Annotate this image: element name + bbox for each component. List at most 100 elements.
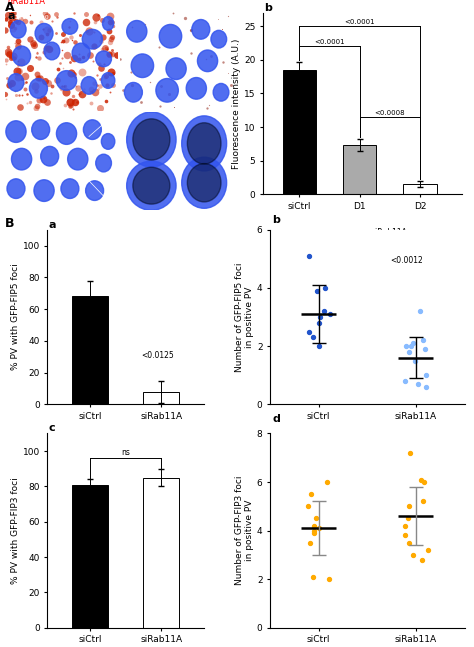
- Point: [417, 474, 425, 485]
- Ellipse shape: [133, 119, 170, 160]
- Ellipse shape: [10, 21, 26, 38]
- Y-axis label: Number of GFP-FIP5 foci
in positive PV: Number of GFP-FIP5 foci in positive PV: [235, 262, 254, 372]
- Point: [312, 513, 319, 523]
- Point: [309, 571, 317, 582]
- Ellipse shape: [101, 72, 115, 89]
- Point: [326, 309, 334, 319]
- Ellipse shape: [82, 29, 102, 49]
- Point: [407, 341, 415, 351]
- Text: b: b: [264, 3, 272, 13]
- Ellipse shape: [72, 43, 90, 63]
- Point: [424, 545, 431, 555]
- Ellipse shape: [7, 179, 25, 199]
- Point: [422, 344, 429, 355]
- Ellipse shape: [102, 17, 114, 30]
- Point: [414, 379, 422, 389]
- Ellipse shape: [34, 180, 54, 201]
- Ellipse shape: [182, 116, 227, 171]
- Ellipse shape: [29, 78, 47, 98]
- Text: <0.0008: <0.0008: [374, 109, 405, 116]
- Point: [401, 376, 409, 386]
- Text: <0.0001: <0.0001: [344, 19, 375, 25]
- Point: [310, 333, 317, 343]
- Ellipse shape: [127, 161, 176, 210]
- Ellipse shape: [62, 19, 78, 34]
- Ellipse shape: [6, 121, 26, 142]
- Point: [402, 341, 410, 351]
- Text: siRab11A: siRab11A: [372, 228, 408, 237]
- Bar: [343, 145, 376, 194]
- Point: [419, 496, 427, 507]
- Ellipse shape: [81, 76, 97, 94]
- Bar: [72, 485, 108, 628]
- Ellipse shape: [182, 157, 227, 208]
- Ellipse shape: [211, 30, 227, 48]
- Ellipse shape: [198, 50, 218, 72]
- Point: [423, 382, 430, 392]
- Bar: [72, 296, 108, 404]
- Bar: [143, 391, 179, 404]
- Ellipse shape: [213, 83, 229, 101]
- Point: [418, 554, 426, 565]
- Point: [315, 318, 323, 328]
- Point: [411, 356, 419, 366]
- Text: siCtrl   Day 0: siCtrl Day 0: [8, 15, 49, 19]
- Ellipse shape: [41, 146, 59, 166]
- Text: ns: ns: [121, 448, 130, 457]
- Text: siRab11A   Day 2: siRab11A Day 2: [8, 115, 62, 120]
- Point: [419, 335, 427, 345]
- Point: [321, 283, 329, 293]
- Point: [306, 538, 313, 548]
- Ellipse shape: [127, 21, 147, 42]
- Point: [410, 338, 417, 348]
- Point: [422, 370, 430, 380]
- Point: [404, 513, 412, 523]
- Ellipse shape: [187, 123, 221, 164]
- Point: [310, 528, 318, 538]
- Ellipse shape: [13, 46, 31, 66]
- Point: [405, 347, 413, 357]
- Point: [323, 477, 331, 487]
- Point: [305, 501, 312, 511]
- Text: <0.0001: <0.0001: [314, 39, 345, 45]
- Y-axis label: % PV with GFP-FIP3 foci: % PV with GFP-FIP3 foci: [11, 477, 20, 584]
- Text: d: d: [272, 414, 280, 424]
- Point: [401, 520, 409, 531]
- Ellipse shape: [96, 51, 111, 67]
- Text: a: a: [7, 11, 15, 21]
- Ellipse shape: [8, 74, 24, 91]
- Ellipse shape: [124, 82, 142, 102]
- Bar: [403, 184, 437, 194]
- Point: [405, 501, 413, 511]
- Text: A: A: [5, 1, 14, 14]
- Bar: [38, 137, 89, 181]
- Bar: [143, 477, 179, 628]
- Ellipse shape: [133, 167, 170, 204]
- Ellipse shape: [68, 148, 88, 170]
- Point: [310, 525, 318, 536]
- Point: [416, 306, 424, 316]
- Ellipse shape: [56, 123, 77, 144]
- Ellipse shape: [127, 112, 176, 167]
- Point: [316, 523, 323, 533]
- Ellipse shape: [159, 25, 182, 48]
- Point: [420, 477, 428, 487]
- Ellipse shape: [101, 133, 115, 149]
- Point: [305, 251, 313, 261]
- Point: [305, 326, 312, 336]
- Point: [316, 312, 323, 322]
- Point: [407, 448, 414, 458]
- Y-axis label: % PV with GFP-FIP5 foci: % PV with GFP-FIP5 foci: [11, 264, 20, 370]
- Y-axis label: Number of GFP-FIP3 foci
in positive PV: Number of GFP-FIP3 foci in positive PV: [235, 476, 254, 586]
- Ellipse shape: [32, 120, 50, 140]
- Ellipse shape: [186, 78, 206, 99]
- Ellipse shape: [96, 154, 111, 172]
- Text: <0.0125: <0.0125: [141, 351, 174, 360]
- Ellipse shape: [35, 23, 53, 43]
- Ellipse shape: [192, 19, 210, 39]
- Ellipse shape: [86, 181, 104, 201]
- Ellipse shape: [166, 58, 186, 80]
- Text: siRab11A   Day 1: siRab11A Day 1: [123, 15, 177, 19]
- Text: αRab11A: αRab11A: [7, 0, 45, 6]
- Point: [325, 574, 332, 584]
